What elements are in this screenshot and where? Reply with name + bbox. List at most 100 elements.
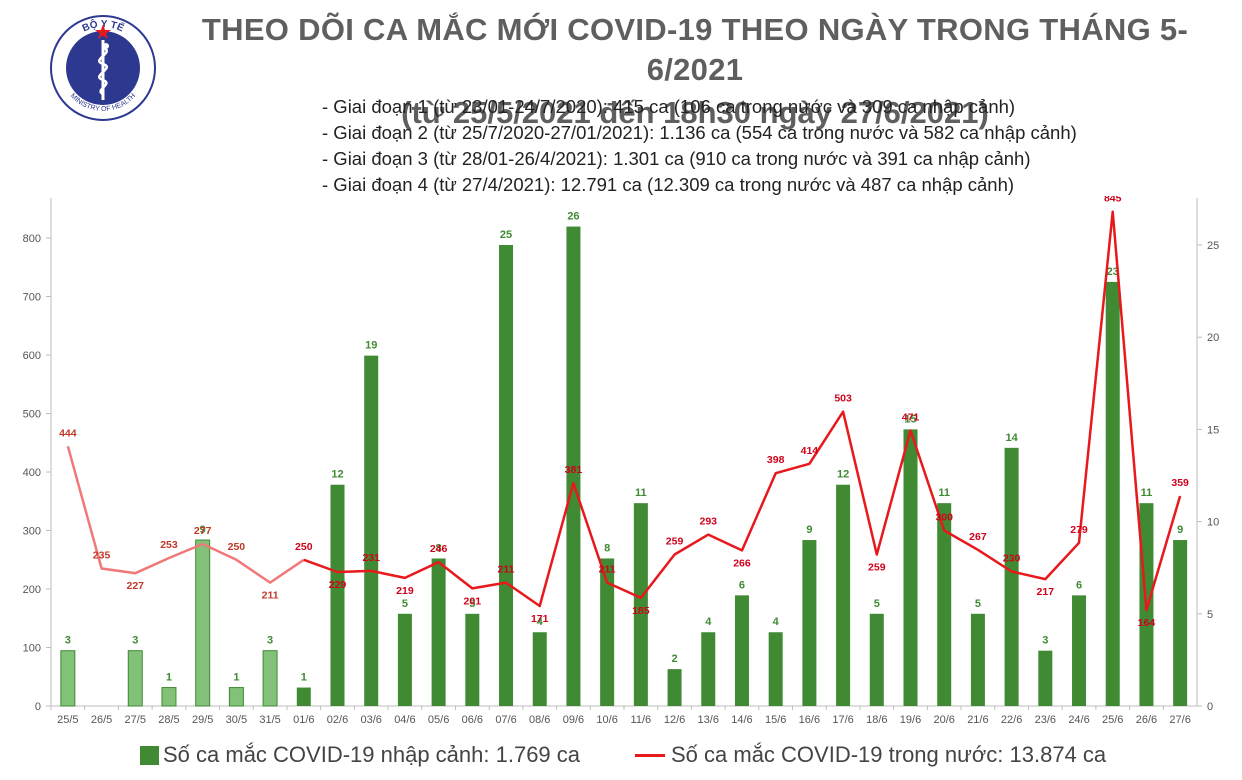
bar-imported <box>296 687 311 706</box>
line-data-label: 300 <box>935 512 953 524</box>
line-data-label: 293 <box>699 516 717 528</box>
line-data-label: 211 <box>262 590 279 602</box>
bar-data-label: 15 <box>904 413 916 425</box>
bar-data-label: 9 <box>1177 524 1183 536</box>
bar-data-label: 5 <box>975 598 981 610</box>
line-domestic-early <box>66 445 305 584</box>
bar-data-label: 3 <box>65 635 71 647</box>
line-data-label: 219 <box>396 585 414 597</box>
x-tick-label: 16/6 <box>799 714 820 726</box>
bar-imported <box>60 650 76 707</box>
x-tick-label: 27/5 <box>125 714 146 726</box>
x-tick-label: 28/5 <box>158 714 179 726</box>
x-tick-label: 29/5 <box>192 714 213 726</box>
legend-line-swatch <box>635 753 665 757</box>
x-tick-label: 01/6 <box>293 714 314 726</box>
line-data-label: 503 <box>834 393 852 405</box>
x-tick-label: 31/5 <box>259 714 280 726</box>
x-tick-label: 06/6 <box>462 714 483 726</box>
line-data-label: 845 <box>1104 196 1122 205</box>
x-tick-label: 12/6 <box>664 714 685 726</box>
left-tick-label: 700 <box>23 292 41 304</box>
line-data-label: 185 <box>632 605 650 617</box>
legend-item-domestic: Số ca mắc COVID-19 trong nước: 13.874 ca <box>635 742 1106 768</box>
x-tick-label: 26/6 <box>1136 714 1157 726</box>
line-data-label: 250 <box>295 541 313 553</box>
x-tick-label: 18/6 <box>866 714 887 726</box>
line-data-label: 211 <box>498 564 515 576</box>
right-tick-label: 15 <box>1207 424 1219 436</box>
bar-imported <box>1173 540 1188 706</box>
line-data-label: 398 <box>767 454 785 466</box>
line-data-label: 471 <box>902 411 920 423</box>
line-domestic <box>303 210 1182 612</box>
line-data-label: 229 <box>329 579 347 591</box>
bar-data-label: 11 <box>635 487 647 499</box>
left-tick-label: 100 <box>23 643 41 655</box>
x-tick-label: 30/5 <box>226 714 247 726</box>
line-data-label: 250 <box>228 541 246 553</box>
bar-imported <box>734 595 749 706</box>
x-tick-label: 26/5 <box>91 714 112 726</box>
bar-data-label: 14 <box>1005 432 1018 444</box>
phase-summary: - Giai đoạn 1 (từ 23/01-24/7/2020): 415 … <box>322 94 1077 198</box>
line-data-label: 444 <box>59 427 77 439</box>
x-tick-label: 09/6 <box>563 714 584 726</box>
x-tick-label: 17/6 <box>832 714 853 726</box>
bar-data-label: 5 <box>402 598 408 610</box>
line-data-label: 381 <box>565 464 583 476</box>
phase-2-text: - Giai đoạn 2 (từ 25/7/2020-27/01/2021):… <box>322 122 1077 143</box>
bar-imported <box>364 355 379 706</box>
bar-imported <box>802 540 817 706</box>
line-data-label: 277 <box>194 525 212 537</box>
x-tick-label: 07/6 <box>495 714 516 726</box>
bar-data-label: 5 <box>469 598 475 610</box>
title-block: THEO DÕI CA MẮC MỚI COVID-19 THEO NGÀY T… <box>170 10 1220 132</box>
ministry-of-health-seal: BỘ Y TẾ MINISTRY OF HEALTH <box>50 15 156 121</box>
bar-imported <box>195 539 211 707</box>
bar-imported <box>161 687 177 707</box>
chart-title: THEO DÕI CA MẮC MỚI COVID-19 THEO NGÀY T… <box>201 12 1189 87</box>
bar-data-label: 6 <box>739 579 745 591</box>
bar-data-label: 1 <box>233 672 239 684</box>
legend-bar-swatch <box>140 745 159 765</box>
bar-data-label: 3 <box>267 635 273 647</box>
bar-data-label: 19 <box>365 340 377 352</box>
bar-imported <box>532 632 547 706</box>
left-tick-label: 200 <box>23 584 41 596</box>
x-tick-label: 19/6 <box>900 714 921 726</box>
x-tick-label: 02/6 <box>327 714 348 726</box>
right-tick-label: 0 <box>1207 701 1213 713</box>
bar-data-label: 8 <box>436 542 442 554</box>
line-data-label: 246 <box>430 543 448 555</box>
phase-4-text: - Giai đoạn 4 (từ 27/4/2021): 12.791 ca … <box>322 174 1015 195</box>
bar-imported <box>633 503 648 706</box>
bar-imported <box>937 503 952 706</box>
bar-data-label: 11 <box>938 487 950 499</box>
line-data-label: 227 <box>126 580 144 592</box>
line-data-label: 414 <box>801 445 819 457</box>
line-data-label: 230 <box>1003 552 1021 564</box>
legend-bar-label: Số ca mắc COVID-19 nhập cảnh: 1.769 ca <box>163 742 581 767</box>
bar-imported <box>869 613 884 706</box>
line-data-label: 279 <box>1070 524 1088 536</box>
bar-imported <box>566 226 581 706</box>
line-data-label: 359 <box>1171 477 1189 489</box>
bar-imported <box>970 613 985 706</box>
legend-line-label: Số ca mắc COVID-19 trong nước: 13.874 ca <box>671 742 1107 767</box>
left-tick-label: 500 <box>23 409 41 421</box>
bar-imported <box>228 687 244 707</box>
bar-imported <box>1004 447 1019 706</box>
bar-imported <box>768 632 783 706</box>
bar-imported <box>1038 650 1053 706</box>
x-tick-label: 24/6 <box>1068 714 1089 726</box>
phase-1-text: - Giai đoạn 1 (từ 23/01-24/7/2020): 415 … <box>322 96 1016 117</box>
bar-data-label: 3 <box>1042 635 1048 647</box>
bar-imported <box>262 650 278 707</box>
bar-imported <box>836 484 851 706</box>
right-tick-label: 20 <box>1207 332 1219 344</box>
left-tick-label: 600 <box>23 350 41 362</box>
x-tick-label: 08/6 <box>529 714 550 726</box>
bar-data-label: 4 <box>773 616 780 628</box>
line-data-label: 171 <box>531 613 549 625</box>
